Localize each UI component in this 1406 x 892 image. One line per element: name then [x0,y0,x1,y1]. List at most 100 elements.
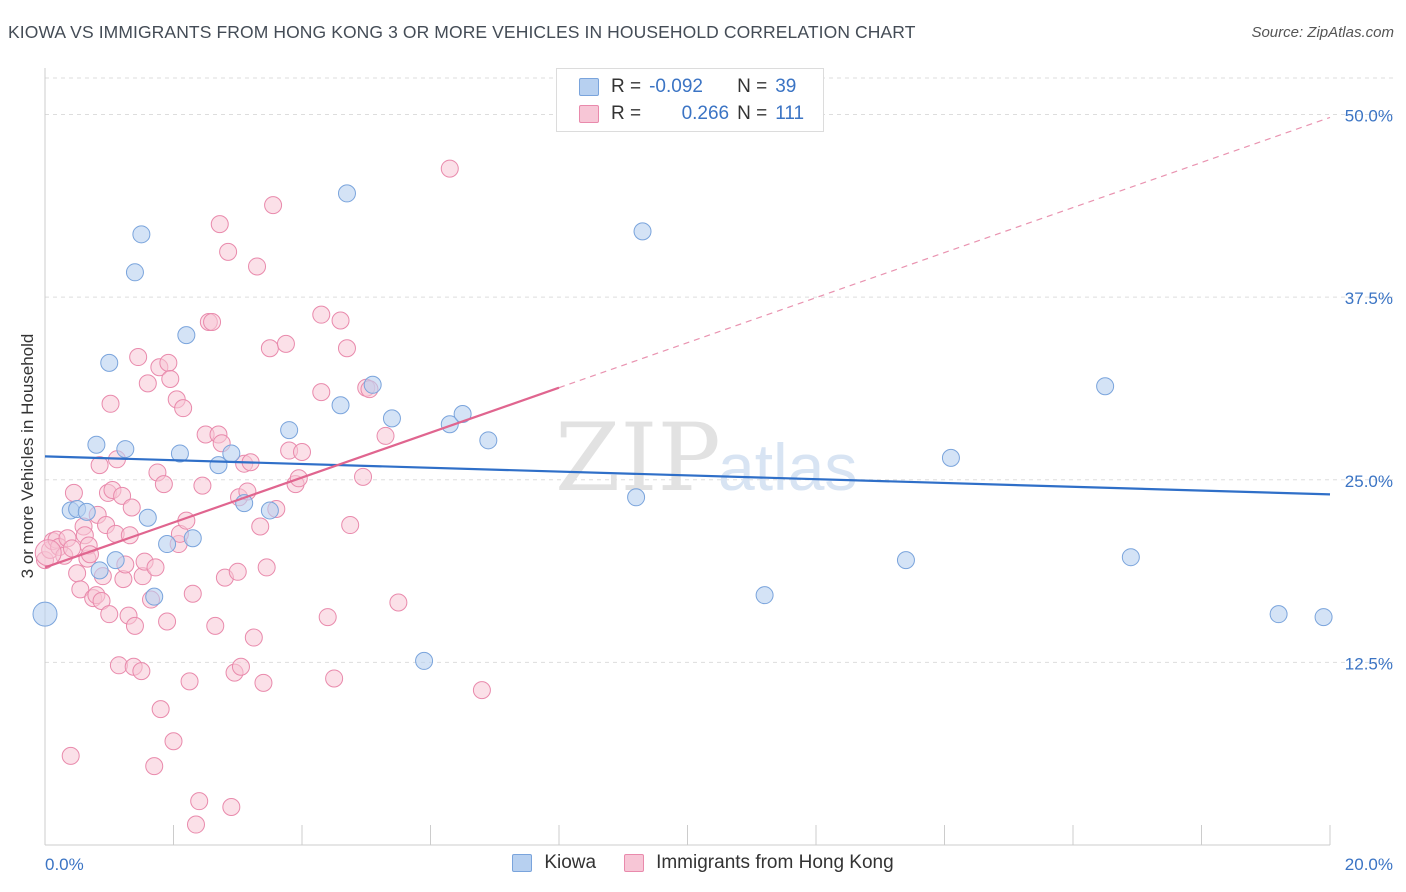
hong-kong-point [138,374,157,393]
hong-kong-point [331,311,350,330]
hong-kong-swatch [579,105,599,123]
kiowa-point [170,444,189,463]
hong-kong-point [244,628,263,647]
kiowa-point [116,440,135,459]
kiowa-point [222,444,241,463]
hong-kong-point [90,456,109,475]
kiowa-point [32,601,58,627]
hong-kong-point [251,517,270,536]
kiowa-point [87,435,106,454]
kiowa-swatch [512,854,533,872]
hong-kong-point [472,681,491,700]
hong-kong-point [257,558,276,577]
kiowa-point [627,488,646,507]
hong-kong-point [206,616,225,635]
hong-kong-point [146,558,165,577]
hong-kong-point [151,700,170,719]
hong-kong-trend-line [44,386,560,569]
hong-kong-point [183,584,202,603]
hong-kong-point [248,257,267,276]
hong-kong-point [190,792,209,811]
hong-kong-swatch [624,854,645,872]
hong-kong-point [260,339,279,358]
hong-kong-point [276,334,295,353]
chart-title: KIOWA VS IMMIGRANTS FROM HONG KONG 3 OR … [8,22,916,42]
kiowa-point [1314,608,1333,627]
legend-row-kiowa: R = -0.092 N = 39 [579,74,796,100]
kiowa-point [177,326,196,345]
hong-kong-point [325,669,344,688]
legend-r-label: R = [611,103,642,124]
hong-kong-point [71,580,90,599]
trend-lines [44,116,1331,569]
kiowa-point [1121,548,1140,567]
hong-kong-point [180,672,199,691]
hong-kong-point [293,443,311,462]
hong-kong-point [68,564,87,583]
kiowa-point [941,448,960,467]
kiowa-point [183,529,202,548]
hong-kong-point [125,616,144,635]
tick-labels: 12.5% 25.0% 37.5% 50.0% 0.0% 20.0% [45,107,1393,874]
kiowa-point [896,551,915,570]
hong-kong-point [92,592,111,611]
kiowa-point [280,421,299,440]
hong-kong-point [210,215,229,234]
legend-item-hong-kong[interactable]: Immigrants from Hong Kong [624,852,894,874]
hong-kong-point [158,612,177,631]
kiowa-point [125,263,144,282]
kiowa-point [382,409,401,428]
legend-n-value: 111 [775,103,805,124]
kiowa-point [363,375,382,394]
kiowa-point [1269,605,1288,624]
legend-r-label: R = [611,76,642,97]
source-label: Source: ZipAtlas.com [1251,24,1394,41]
hong-kong-point [228,562,247,581]
hong-kong-point [132,662,151,681]
legend-n-label: N = [737,103,768,124]
hong-kong-point [122,498,141,517]
hong-kong-point [193,476,212,495]
hong-kong-point [312,383,331,402]
legend-item-kiowa[interactable]: Kiowa [512,852,596,874]
kiowa-trend-line [44,455,1331,496]
kiowa-point [260,501,279,520]
hong-kong-point [101,394,120,413]
hong-kong-point [154,475,173,494]
legend-item-label: Immigrants from Hong Kong [656,852,894,873]
y-tick-label: 12.5% [1345,654,1393,673]
kiowa-point [415,651,434,670]
kiowa-point [100,353,119,372]
hong-kong-point [341,516,360,535]
hong-kong-point [203,312,222,331]
hong-kong-point [113,486,132,505]
hong-kong-point [222,798,241,817]
kiowa-point [633,222,652,241]
x-tick-label: 0.0% [45,855,84,874]
legend-n-label: N = [737,76,768,97]
kiowa-point [77,502,96,521]
hong-kong-point [376,426,395,445]
hong-kong-point [312,305,331,324]
hong-kong-point [64,483,83,502]
hong-kong-point [34,539,62,567]
hong-kong-point [129,348,148,367]
hong-kong-point [337,339,356,358]
y-tick-label: 25.0% [1345,472,1393,491]
kiowa-swatch [579,78,599,96]
kiowa-point [138,508,157,527]
kiowa-point [1096,377,1115,396]
legend-n-value: 39 [775,76,797,97]
kiowa-point [106,551,125,570]
hong-kong-point [100,605,119,624]
legend-item-label: Kiowa [544,852,597,873]
x-tick-label: 20.0% [1345,855,1393,874]
hong-kong-point [219,242,238,261]
hong-kong-point [389,593,408,612]
legend-r-value: 0.266 [681,103,730,124]
hong-kong-point [159,353,178,372]
legend-row-hong-kong: R = 0.266 N = 111 [579,101,804,127]
kiowa-point [331,396,350,415]
series-legend: Kiowa Immigrants from Hong Kong [0,852,1406,874]
hong-kong-point [61,746,80,765]
